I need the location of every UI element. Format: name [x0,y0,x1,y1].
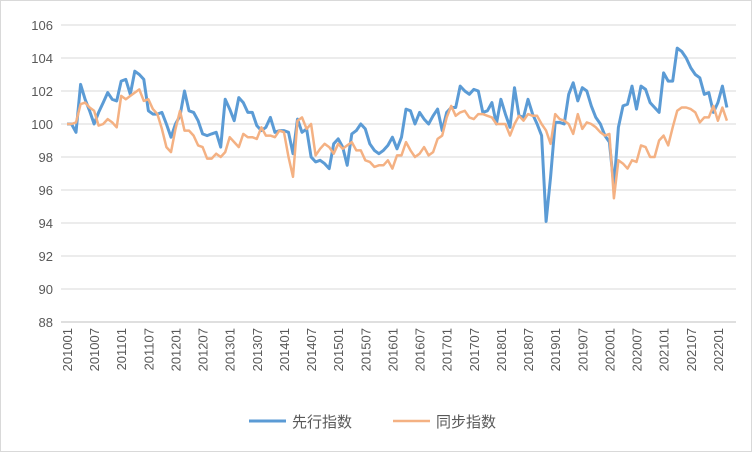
y-tick-label: 98 [39,150,53,165]
x-tick-label: 201401 [277,328,292,371]
x-tick-label: 201101 [114,328,129,370]
x-tick-label: 201601 [385,328,400,371]
x-tick-label: 201301 [223,328,238,371]
y-tick-label: 92 [39,249,53,264]
x-tick-label: 201907 [575,328,590,371]
x-tick-label: 201507 [358,328,373,371]
y-tick-label: 104 [31,51,53,66]
x-tick-label: 202007 [630,328,645,371]
x-tick-label: 201001 [60,328,75,371]
x-tick-label: 201107 [141,328,156,370]
x-tick-label: 201407 [304,328,319,371]
x-tick-label: 202107 [684,328,699,371]
x-tick-label: 201807 [521,328,536,371]
series-line-coincident [67,88,729,200]
x-tick-label: 201007 [87,328,102,371]
x-tick-label: 201201 [168,328,183,371]
x-tick-label: 201307 [250,328,265,371]
x-tick-label: 201801 [494,328,509,371]
y-tick-label: 88 [39,315,53,330]
x-tick-label: 201207 [196,328,211,371]
x-tick-label: 201707 [467,328,482,371]
x-tick-label: 202101 [657,328,672,371]
x-tick-label: 201701 [440,328,455,371]
y-tick-label: 96 [39,183,53,198]
x-tick-label: 201607 [413,328,428,371]
y-tick-label: 90 [39,282,53,297]
series-line-leading [67,46,729,223]
y-tick-label: 102 [31,84,53,99]
y-tick-label: 106 [31,18,53,33]
x-tick-label: 201501 [331,328,346,371]
x-tick-label: 202001 [602,328,617,371]
legend-label: 同步指数 [436,414,496,431]
x-tick-label: 202201 [711,328,726,371]
y-tick-label: 100 [31,117,53,132]
x-tick-label: 201901 [548,328,563,371]
legend-label: 先行指数 [292,414,352,431]
y-tick-label: 94 [39,216,53,231]
